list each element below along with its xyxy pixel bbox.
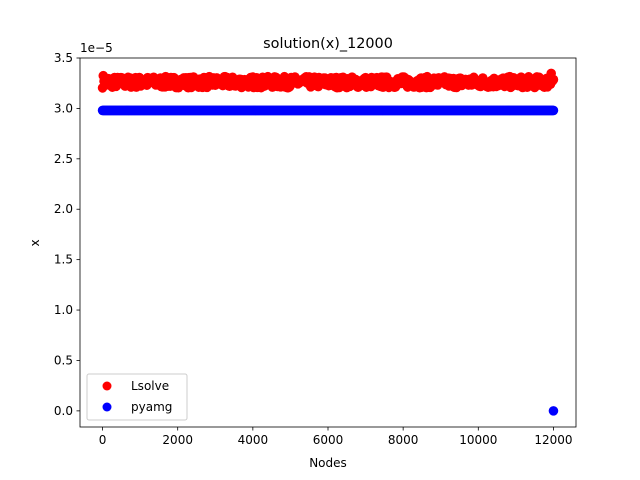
legend-frame [86,373,188,421]
y-tick-label: 0.5 [54,353,73,367]
y-tick-label: 1.5 [54,253,73,267]
plot-marks [97,68,559,416]
x-tick-label: 2000 [162,433,193,447]
x-axis-label: Nodes [309,456,347,470]
legend-label-pyamg: pyamg [131,400,172,414]
series-pyamg [97,105,559,416]
y-tick-label: 1.0 [54,303,73,317]
x-tick-label: 8000 [388,433,419,447]
x-tick-label: 10000 [459,433,497,447]
x-axis-ticks: 0 2000 4000 6000 8000 10000 12000 [99,427,573,447]
series-lsolve [97,68,559,93]
y-tick-label: 3.0 [54,101,73,115]
legend-label-lsolve: Lsolve [131,379,169,393]
legend-marker-lsolve [102,381,112,391]
legend-marker-pyamg [102,402,112,412]
chart-title: solution(x)_12000 [263,36,393,52]
y-tick-label: 2.5 [54,152,73,166]
x-tick-label: 0 [99,433,107,447]
data-point [548,74,559,85]
y-tick-label: 0.0 [54,404,73,418]
data-point-outlier [548,406,559,416]
x-tick-label: 12000 [534,433,572,447]
y-axis-multiplier: 1e−5 [80,41,113,55]
legend: Lsolve pyamg [86,373,188,421]
data-point [548,105,559,116]
y-tick-label: 2.0 [54,202,73,216]
x-tick-label: 4000 [238,433,269,447]
x-tick-label: 6000 [313,433,344,447]
y-tick-label: 3.5 [54,51,73,65]
y-axis-ticks: 0.0 0.5 1.0 1.5 2.0 2.5 3.0 3.5 [54,51,80,418]
y-axis-label: x [28,239,42,246]
